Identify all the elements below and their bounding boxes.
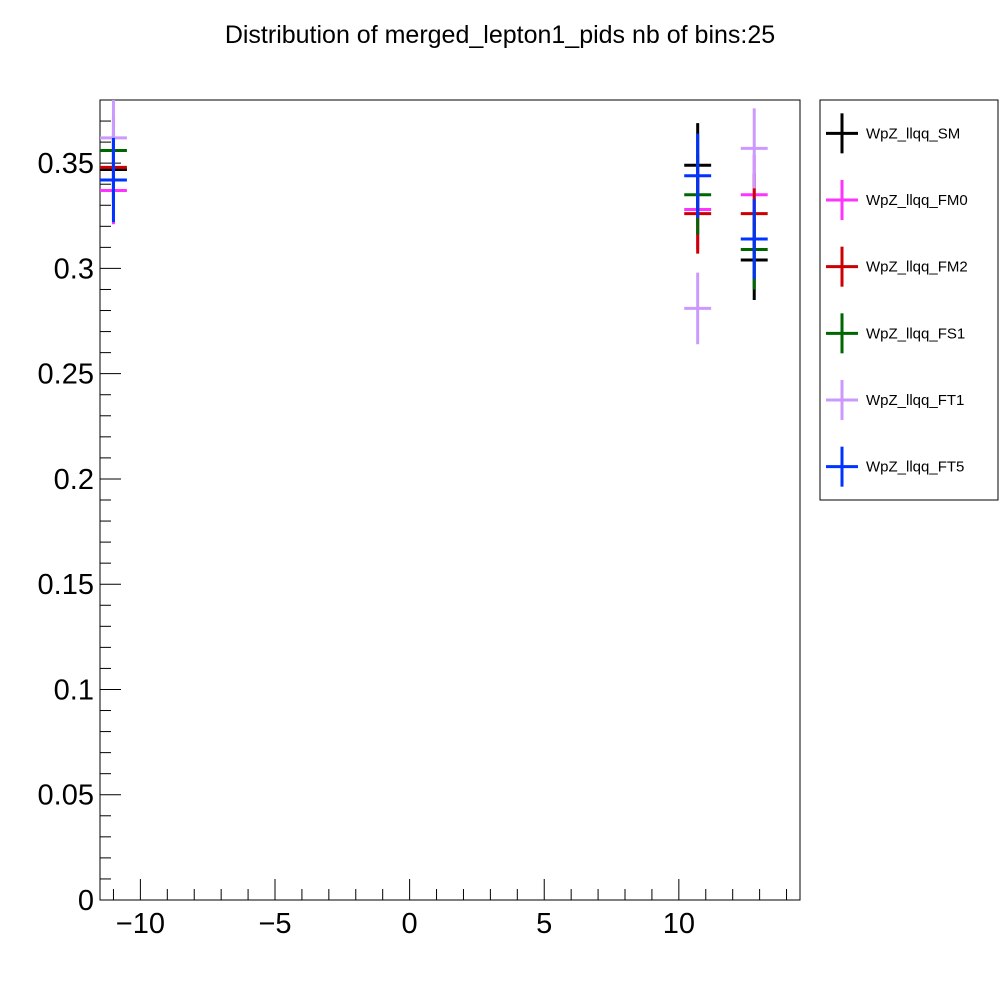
x-tick-label: 10	[663, 908, 695, 940]
legend-item: WpZ_llqq_FT5	[826, 446, 964, 487]
plot-frame	[99, 99, 801, 901]
legend-item: WpZ_llqq_FM2	[826, 246, 968, 287]
x-tick-label: 5	[536, 908, 552, 940]
y-tick-label: 0.25	[38, 359, 94, 391]
y-axis: 0 0.05 0.1 0.15 0.2 0.25 0.3 0.35	[38, 99, 121, 917]
legend-label: WpZ_llqq_FS1	[866, 325, 965, 342]
y-tick-label: 0.3	[54, 253, 94, 285]
legend: WpZ_llqq_SM WpZ_llqq_FM0 WpZ_llqq_FM2 WpZ_l…	[819, 99, 999, 501]
data-point-WpZ_llqq_FT5-0	[100, 137, 127, 223]
legend-label: WpZ_llqq_FM2	[866, 259, 968, 276]
y-tick-label: 0.2	[54, 464, 94, 496]
legend-label: WpZ_llqq_FM0	[866, 192, 968, 209]
legend-label: WpZ_llqq_FT5	[866, 459, 964, 476]
data-point-WpZ_llqq_FT5-1	[684, 133, 712, 218]
legend-box	[819, 99, 999, 501]
x-tick-label: 0	[402, 908, 418, 940]
x-axis: −10 −5 0 5 10	[112, 879, 788, 940]
x-tick-label: −5	[258, 908, 291, 940]
legend-item: WpZ_llqq_FM0	[826, 180, 968, 220]
x-tick-label: −10	[116, 908, 165, 940]
y-tick-label: 0.05	[38, 780, 94, 812]
data-point-WpZ_llqq_FT5-2	[740, 198, 768, 279]
data-markers	[100, 100, 768, 345]
legend-item: WpZ_llqq_FT1	[826, 380, 964, 420]
legend-item: WpZ_llqq_SM	[826, 113, 960, 154]
y-tick-label: 0	[78, 885, 94, 917]
chart-title: Distribution of merged_lepton1_pids nb o…	[225, 21, 775, 49]
data-point-WpZ_llqq_FT1-1	[684, 272, 712, 345]
y-tick-label: 0.15	[38, 569, 94, 601]
legend-label: WpZ_llqq_SM	[866, 125, 960, 142]
legend-label: WpZ_llqq_FT1	[866, 392, 964, 409]
y-tick-label: 0.1	[54, 674, 94, 706]
data-point-WpZ_llqq_FT1-2	[740, 108, 768, 189]
legend-item: WpZ_llqq_FS1	[826, 313, 965, 354]
y-tick-label: 0.35	[38, 148, 94, 180]
